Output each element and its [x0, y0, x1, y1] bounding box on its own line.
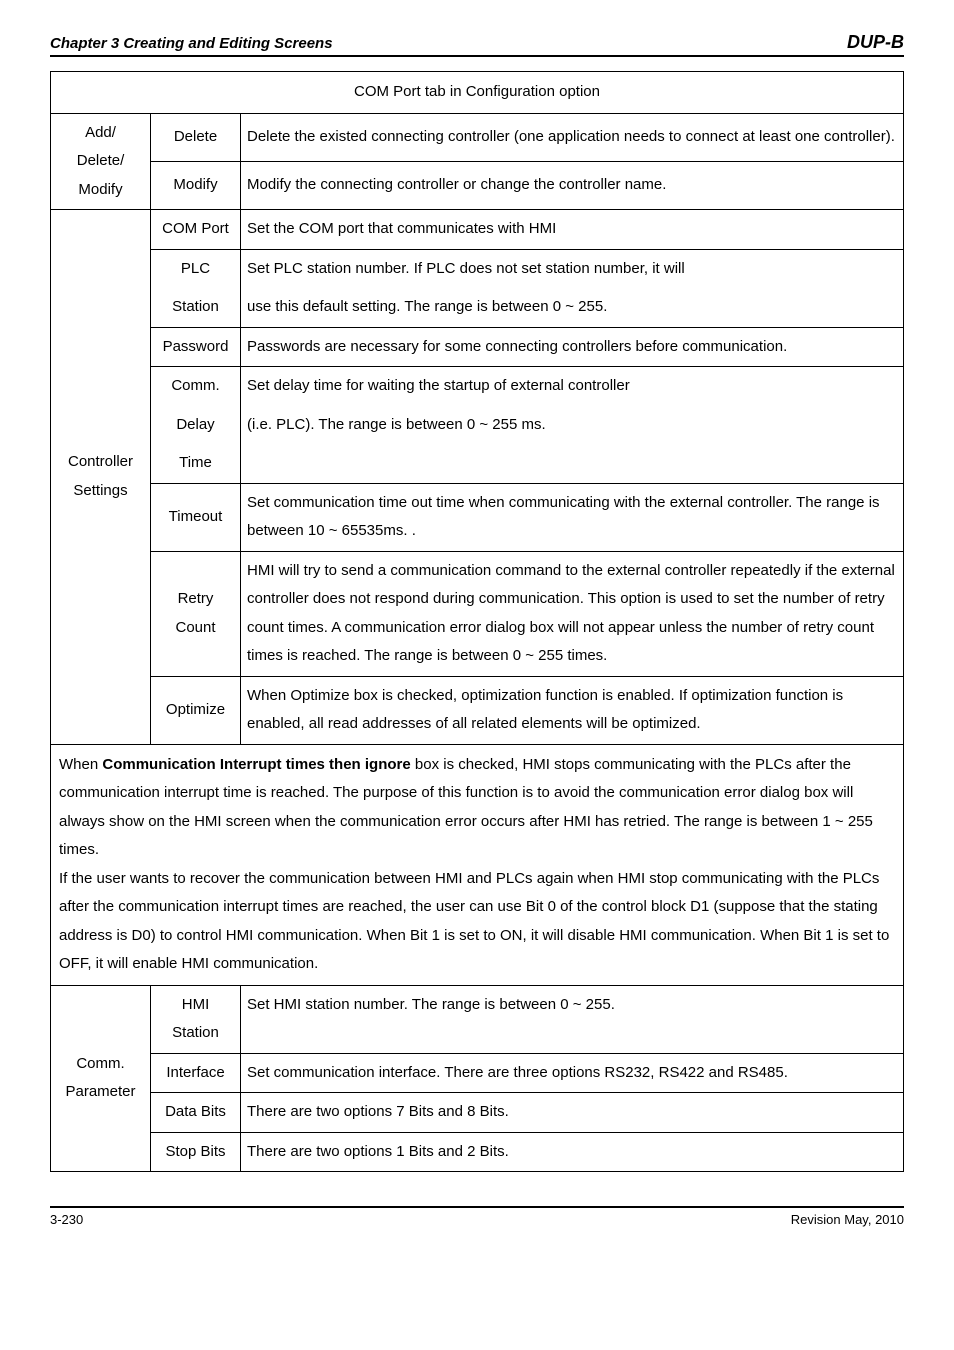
timeout-desc: Set communication time out time when com…: [241, 483, 904, 551]
table-title: COM Port tab in Configuration option: [51, 72, 904, 114]
data-bits-desc: There are two options 7 Bits and 8 Bits.: [241, 1093, 904, 1133]
note-text: When Communication Interrupt times then …: [51, 744, 904, 985]
hmi-station-label: HMI Station: [151, 985, 241, 1053]
interface-desc: Set communication interface. There are t…: [241, 1053, 904, 1093]
group-add-delete-modify: Add/ Delete/ Modify: [51, 113, 151, 210]
modify-desc: Modify the connecting controller or chan…: [241, 161, 904, 209]
hmi-station-desc: Set HMI station number. The range is bet…: [241, 985, 904, 1053]
delete-label: Delete: [151, 113, 241, 161]
optimize-desc: When Optimize box is checked, optimizati…: [241, 676, 904, 744]
table-row: Password Passwords are necessary for som…: [51, 327, 904, 367]
table-row: Comm. Parameter HMI Station Set HMI stat…: [51, 985, 904, 1053]
config-table: COM Port tab in Configuration option Add…: [50, 71, 904, 1172]
revision-text: Revision May, 2010: [791, 1212, 904, 1227]
note-row: When Communication Interrupt times then …: [51, 744, 904, 985]
table-row: Data Bits There are two options 7 Bits a…: [51, 1093, 904, 1133]
table-row: Interface Set communication interface. T…: [51, 1053, 904, 1093]
station-desc: use this default setting. The range is b…: [241, 288, 904, 327]
comm-label: Comm.: [151, 367, 241, 406]
modify-label: Modify: [151, 161, 241, 209]
comport-label: COM Port: [151, 210, 241, 250]
table-row: Station use this default setting. The ra…: [51, 288, 904, 327]
time-label: Time: [151, 444, 241, 483]
page-header: Chapter 3 Creating and Editing Screens D…: [50, 32, 904, 57]
table-row: Controller Settings COM Port Set the COM…: [51, 210, 904, 250]
timeout-label: Timeout: [151, 483, 241, 551]
group-comm-parameter: Comm. Parameter: [51, 985, 151, 1172]
comport-desc: Set the COM port that communicates with …: [241, 210, 904, 250]
table-row: Comm. Set delay time for waiting the sta…: [51, 367, 904, 406]
table-row: Optimize When Optimize box is checked, o…: [51, 676, 904, 744]
group-controller-settings: Controller Settings: [51, 210, 151, 745]
table-row: PLC Set PLC station number. If PLC does …: [51, 249, 904, 288]
table-row: Modify Modify the connecting controller …: [51, 161, 904, 209]
page-container: Chapter 3 Creating and Editing Screens D…: [0, 0, 954, 1267]
page-number: 3-230: [50, 1212, 83, 1227]
table-title-row: COM Port tab in Configuration option: [51, 72, 904, 114]
password-label: Password: [151, 327, 241, 367]
table-row: Retry Count HMI will try to send a commu…: [51, 551, 904, 676]
retry-count-label: Retry Count: [151, 551, 241, 676]
delay-desc: (i.e. PLC). The range is between 0 ~ 255…: [241, 406, 904, 445]
data-bits-label: Data Bits: [151, 1093, 241, 1133]
plc-label: PLC: [151, 249, 241, 288]
table-row: Add/ Delete/ Modify Delete Delete the ex…: [51, 113, 904, 161]
table-row: Stop Bits There are two options 1 Bits a…: [51, 1132, 904, 1172]
plc-desc: Set PLC station number. If PLC does not …: [241, 249, 904, 288]
stop-bits-label: Stop Bits: [151, 1132, 241, 1172]
optimize-label: Optimize: [151, 676, 241, 744]
password-desc: Passwords are necessary for some connect…: [241, 327, 904, 367]
retry-count-desc: HMI will try to send a communication com…: [241, 551, 904, 676]
delete-desc: Delete the existed connecting controller…: [241, 113, 904, 161]
table-row: Time: [51, 444, 904, 483]
table-row: Delay (i.e. PLC). The range is between 0…: [51, 406, 904, 445]
logo-text: DUP-B: [847, 32, 904, 53]
page-footer: 3-230 Revision May, 2010: [50, 1206, 904, 1227]
interface-label: Interface: [151, 1053, 241, 1093]
delay-label: Delay: [151, 406, 241, 445]
station-label: Station: [151, 288, 241, 327]
comm-desc: Set delay time for waiting the startup o…: [241, 367, 904, 406]
chapter-title: Chapter 3 Creating and Editing Screens: [50, 35, 333, 52]
stop-bits-desc: There are two options 1 Bits and 2 Bits.: [241, 1132, 904, 1172]
table-row: Timeout Set communication time out time …: [51, 483, 904, 551]
